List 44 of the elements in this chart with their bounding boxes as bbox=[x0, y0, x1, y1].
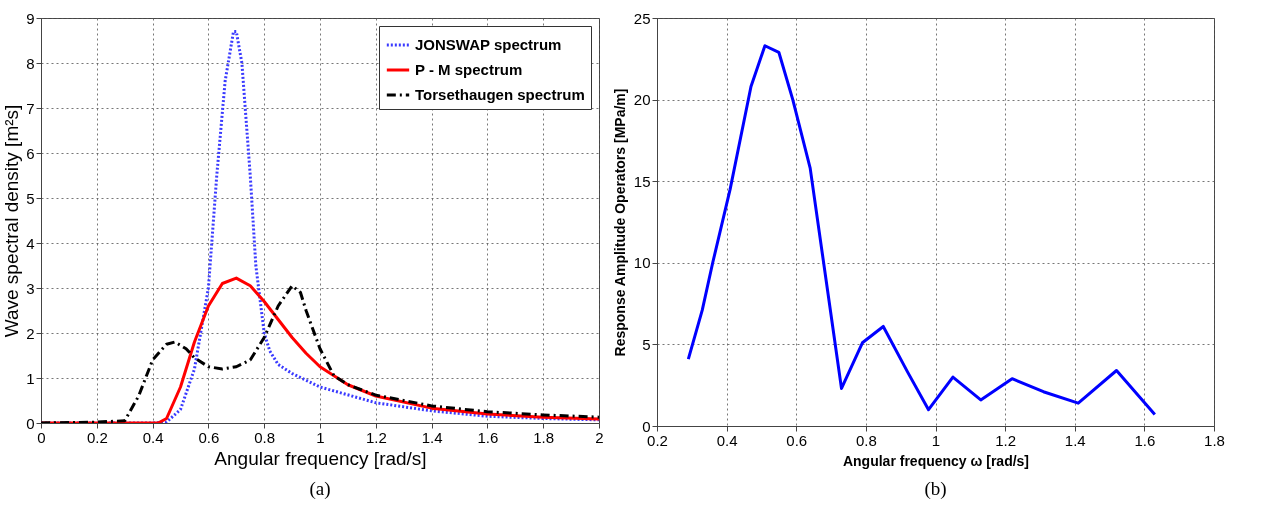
text: (a) bbox=[309, 478, 331, 500]
y-axis-title: Wave spectral density [m²s] bbox=[1, 104, 23, 338]
x-tick-label: 1.8 bbox=[1204, 431, 1225, 449]
x-tick-label: 0 bbox=[37, 428, 46, 446]
x-tick-label: 0.6 bbox=[198, 428, 220, 446]
x-tick-label: 0.2 bbox=[86, 428, 108, 446]
y-tick-label: 4 bbox=[26, 234, 35, 252]
y-tick-label: 9 bbox=[26, 9, 35, 27]
y-tick-label: 15 bbox=[633, 172, 651, 190]
x-tick-label: 1.4 bbox=[1064, 431, 1086, 449]
x-tick-label: 0.8 bbox=[254, 428, 276, 446]
x-axis-title: Angular frequency [rad/s] bbox=[214, 447, 427, 469]
x-tick-label: 2 bbox=[595, 428, 604, 446]
x-tick-label: 1.2 bbox=[365, 428, 387, 446]
y-tick-label: 2 bbox=[26, 324, 35, 342]
y-tick-label: 3 bbox=[26, 279, 35, 297]
y-tick-label: 5 bbox=[26, 189, 35, 207]
x-tick-label: 0.4 bbox=[716, 431, 738, 449]
line-series bbox=[686, 44, 1157, 417]
y-tick-label: 10 bbox=[633, 254, 651, 272]
y-tick-label: 1 bbox=[26, 369, 35, 387]
x-axis-title: Angular frequency ω [rad/s] bbox=[842, 452, 1030, 469]
x-tick-label: 1 bbox=[316, 428, 325, 446]
legend-label: Torsethaugen spectrum bbox=[415, 86, 585, 103]
text: (b) bbox=[924, 478, 947, 500]
y-tick-label: 25 bbox=[633, 9, 651, 27]
x-tick-label: 1.4 bbox=[421, 428, 443, 446]
x-tick-label: 0.8 bbox=[855, 431, 877, 449]
x-tick-label: 1.6 bbox=[477, 428, 499, 446]
y-tick-label: 8 bbox=[26, 54, 35, 72]
y-tick-label: 7 bbox=[26, 99, 35, 117]
x-tick-label: 1 bbox=[931, 431, 941, 449]
x-tick-label: 1.8 bbox=[533, 428, 555, 446]
legend-label: P - M spectrum bbox=[415, 61, 523, 78]
y-tick-label: 5 bbox=[642, 335, 651, 353]
x-tick-label: 0.6 bbox=[786, 431, 808, 449]
legend-label: JONSWAP spectrum bbox=[415, 36, 562, 53]
x-tick-label: 1.6 bbox=[1134, 431, 1156, 449]
x-tick-label: 1.2 bbox=[995, 431, 1017, 449]
y-tick-label: 20 bbox=[633, 91, 651, 109]
y-tick-label: 0 bbox=[26, 414, 35, 432]
x-tick-label: 0.4 bbox=[142, 428, 164, 446]
y-axis-title: Response Amplitude Operators [MPa/m] bbox=[611, 88, 628, 357]
y-tick-label: 6 bbox=[26, 144, 35, 162]
